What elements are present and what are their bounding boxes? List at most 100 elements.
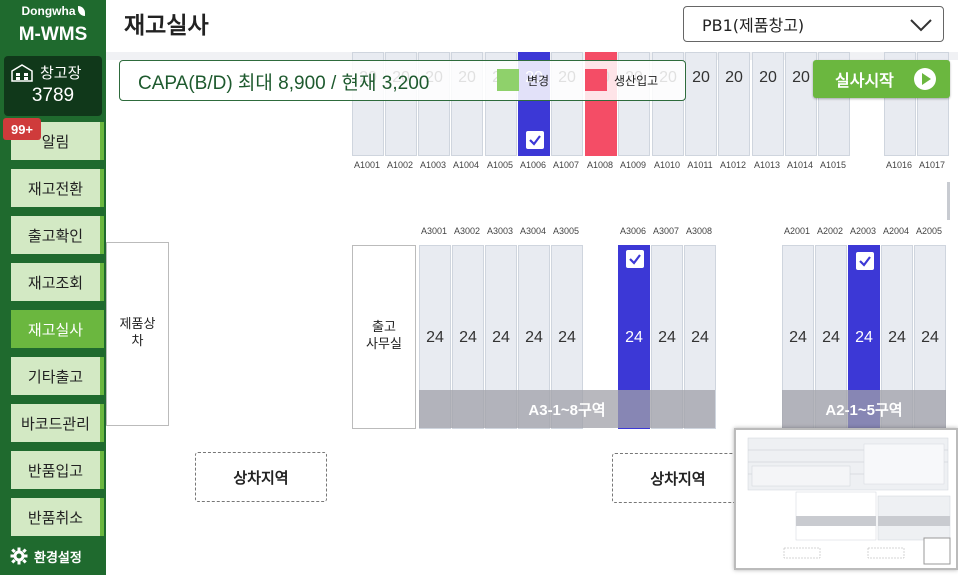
rack-code: A1008	[586, 160, 614, 170]
rack-value: 24	[921, 329, 939, 346]
zone-a2-label: A2-1~5구역	[782, 390, 946, 428]
rack-value: 24	[888, 329, 906, 346]
warehouse-select[interactable]: PB1(제품창고)	[683, 6, 944, 42]
sidebar-item-label: 기타출고	[27, 367, 84, 386]
rack-value: 24	[459, 329, 477, 346]
rack-code: A1005	[486, 160, 514, 170]
legend-change-label: 변경	[527, 74, 550, 88]
sidebar-item-return-cancel[interactable]: 반품취소	[11, 498, 104, 536]
sidebar-item-stock-audit[interactable]: 재고실사	[11, 310, 104, 348]
sidebar-item-stock-inquiry[interactable]: 재고조회	[11, 263, 104, 301]
rack-code: A1011	[687, 160, 713, 170]
rack-value: 24	[658, 329, 676, 346]
play-icon	[914, 68, 936, 90]
rack-code: A1004	[452, 160, 480, 170]
minimap[interactable]	[734, 428, 958, 570]
legend-production-label: 생산입고	[614, 74, 659, 88]
sidebar-item-label: 반품취소	[27, 508, 84, 527]
rack-cell[interactable]: 20	[685, 52, 717, 156]
rack-value: 24	[691, 329, 709, 346]
rack-code: A3003	[486, 226, 514, 236]
leaf-icon	[77, 6, 85, 16]
rack-code: A1006	[519, 160, 547, 170]
start-audit-button[interactable]: 실사시작	[813, 60, 950, 98]
product-loading-label: 제품상차	[119, 317, 156, 349]
rack-value: 24	[822, 329, 840, 346]
page-title: 재고실사	[124, 13, 209, 39]
product-loading-area: 제품상차	[106, 242, 169, 426]
rack-code: A1015	[819, 160, 847, 170]
sidebar-item-return-receipt[interactable]: 반품입고	[11, 451, 104, 489]
alarm-badge: 99+	[3, 118, 41, 140]
start-audit-label: 실사시작	[835, 71, 894, 90]
rack-cell[interactable]: 20	[718, 52, 750, 156]
rack-code: A2001	[783, 226, 811, 236]
rack-value: 24	[625, 329, 643, 346]
sidebar-item-label: 재고실사	[27, 320, 84, 339]
rack-value: 24	[525, 329, 543, 346]
rack-code: A1014	[786, 160, 814, 170]
company-name: Dongwha	[21, 4, 76, 18]
checkbox-checked-icon[interactable]	[526, 131, 544, 149]
legend-change-swatch	[497, 69, 519, 91]
checkbox-checked-icon[interactable]	[856, 252, 874, 270]
sidebar-item-label: 출고확인	[27, 226, 84, 245]
rack-cell[interactable]: 20	[785, 52, 817, 156]
rack-value: 24	[558, 329, 576, 346]
rack-code: A3006	[619, 226, 647, 236]
rack-value: 20	[792, 69, 810, 86]
sidebar-item-label: 바코드관리	[20, 414, 90, 433]
shipping-office: 출고 사무실	[352, 245, 416, 429]
rack-code: A3005	[552, 226, 580, 236]
rack-code: A2003	[849, 226, 877, 236]
rack-code: A2005	[915, 226, 943, 236]
gear-icon	[10, 547, 28, 565]
zone-a3-label: A3-1~8구역	[419, 390, 715, 428]
settings-button[interactable]: 환경설정	[0, 537, 106, 575]
sidebar-item-shipment-confirm[interactable]: 출고확인	[11, 216, 104, 254]
rack-code: A1013	[753, 160, 781, 170]
company-logo: Dongwha	[0, 4, 106, 18]
sidebar-item-stock-transfer[interactable]: 재고전환	[11, 169, 104, 207]
rack-value: 20	[692, 69, 710, 86]
rack-value: 24	[789, 329, 807, 346]
chevron-down-icon	[910, 19, 932, 32]
shipping-office-label: 출고 사무실	[366, 320, 402, 352]
rack-code: A2002	[816, 226, 844, 236]
scroll-indicator[interactable]	[947, 182, 950, 220]
rack-code: A2004	[882, 226, 910, 236]
rack-code: A3008	[685, 226, 713, 236]
rack-code: A1002	[386, 160, 414, 170]
warehouse-info[interactable]: 창고장 3789	[4, 56, 102, 116]
legend-production-swatch	[585, 69, 607, 91]
rack-code: A1009	[619, 160, 647, 170]
rack-code: A1001	[353, 160, 381, 170]
sidebar-item-barcode[interactable]: 바코드관리	[11, 404, 104, 442]
rack-code: A1010	[653, 160, 681, 170]
rack-code: A1003	[419, 160, 447, 170]
capacity-banner: CAPA(B/D) 최대 8,900 / 현재 3,200 변경 생산입고	[119, 60, 686, 101]
sidebar-item-label: 반품입고	[27, 461, 84, 480]
rack-value: 20	[725, 69, 743, 86]
rack-code: A1017	[918, 160, 946, 170]
warehouse-label: 창고장	[40, 64, 82, 82]
capacity-text: CAPA(B/D) 최대 8,900 / 현재 3,200	[138, 73, 430, 94]
sidebar-item-label: 알림	[41, 132, 70, 151]
rack-cell[interactable]: 20	[752, 52, 784, 156]
rack-code: A3007	[652, 226, 680, 236]
loading-zone-left: 상차지역	[195, 452, 327, 502]
rack-value: 24	[492, 329, 510, 346]
sidebar-item-label: 재고전환	[27, 179, 84, 198]
sidebar-item-label: 재고조회	[27, 273, 84, 292]
checkbox-checked-icon[interactable]	[626, 250, 644, 268]
rack-value: 24	[426, 329, 444, 346]
sidebar-item-other-shipment[interactable]: 기타출고	[11, 357, 104, 395]
settings-label: 환경설정	[34, 550, 82, 566]
warehouse-number: 3789	[31, 85, 75, 106]
minimap-preview	[747, 437, 951, 565]
rack-value: 20	[759, 69, 777, 86]
sidebar: Dongwha M-WMS 창고장 3789 알림 재고전환 출고확인 재고조회…	[0, 0, 106, 575]
rack-code: A3001	[420, 226, 448, 236]
rack-code: A1007	[552, 160, 580, 170]
rack-code: A3004	[519, 226, 547, 236]
